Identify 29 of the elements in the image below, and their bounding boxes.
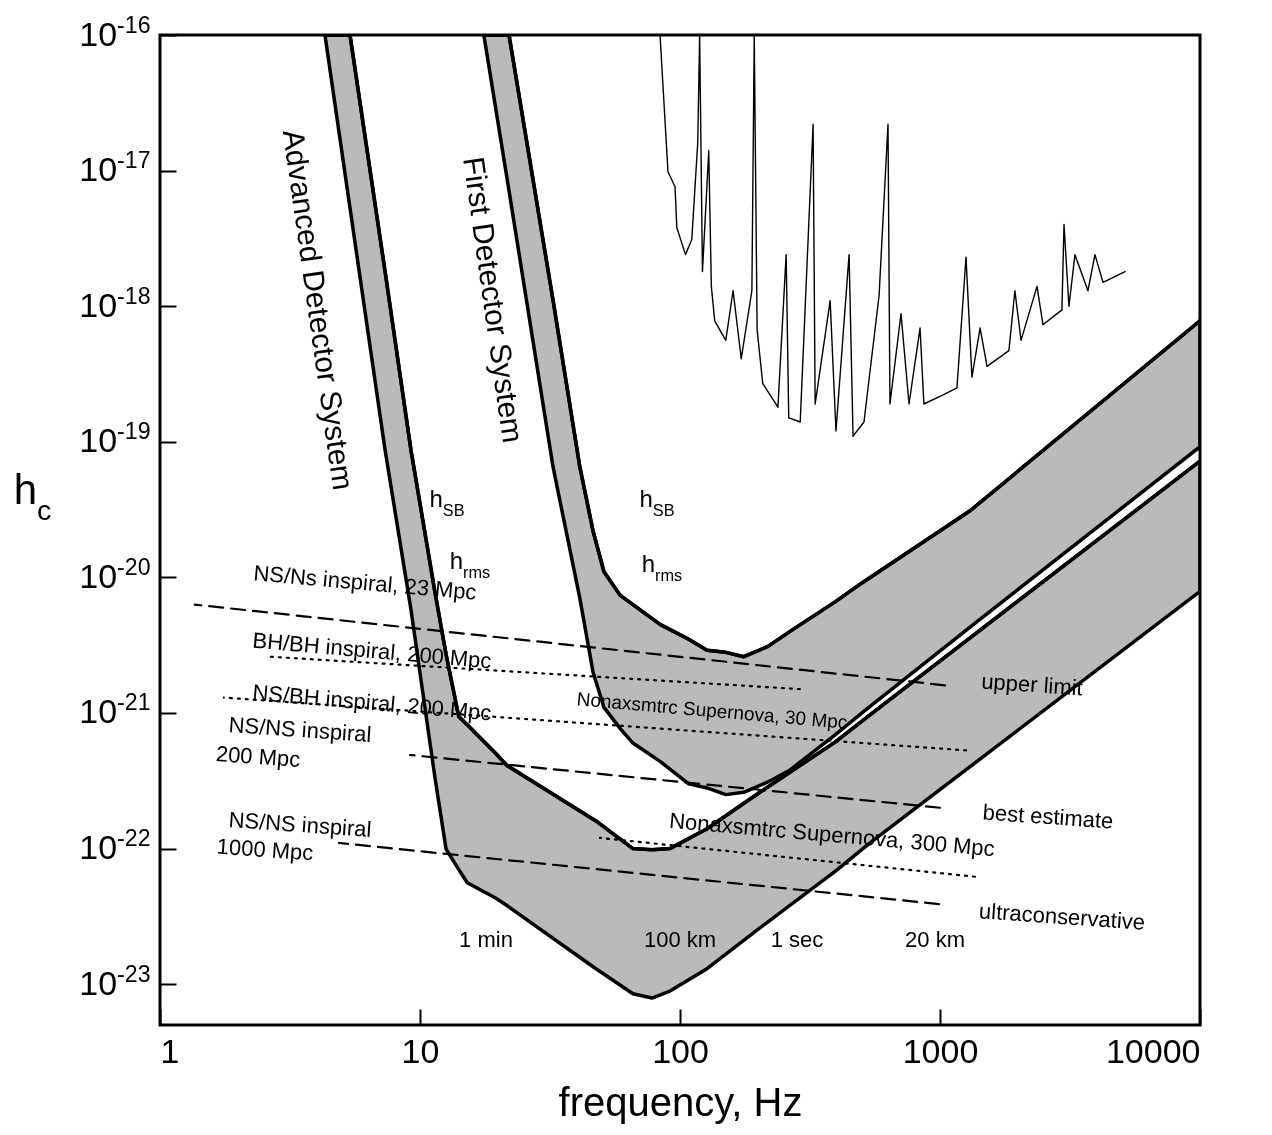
y-tick-label: 10$^{-22}$ xyxy=(79,825,151,867)
annotation: h$_{rms}$ xyxy=(641,550,683,584)
y-tick-label: 10$^{-17}$ xyxy=(79,147,151,189)
y-tick-label: 10$^{-20}$ xyxy=(79,553,151,595)
annotation: best estimate xyxy=(981,799,1115,834)
annotation: h$_{SB}$ xyxy=(429,485,465,519)
y-tick-label: 10$^{-19}$ xyxy=(79,418,151,460)
y-tick-label: 10$^{-18}$ xyxy=(79,282,151,324)
y-tick-label: 10$^{-21}$ xyxy=(79,689,151,731)
annotation: 1 min xyxy=(459,927,513,952)
x-tick-label: 1 xyxy=(160,1031,180,1070)
annotation: Nonaxsmtrc Supernova, 30 Mpc xyxy=(575,688,849,733)
annotation: h$_{SB}$ xyxy=(639,485,675,519)
x-axis-title: frequency, Hz xyxy=(558,1079,803,1124)
y-tick-label: 10$^{-16}$ xyxy=(79,11,151,53)
annotation: h$_{rms}$ xyxy=(449,547,491,581)
x-tick-label: 100 xyxy=(652,1031,709,1070)
annotation: 1 sec xyxy=(770,927,824,952)
annotation: 20 km xyxy=(905,927,965,952)
x-tick-label: 10000 xyxy=(1105,1031,1201,1070)
annotation: 100 km xyxy=(643,927,717,952)
x-tick-label: 1000 xyxy=(902,1031,979,1070)
annotation: ultraconservative xyxy=(978,898,1146,935)
y-tick-label: 10$^{-23}$ xyxy=(79,960,151,1002)
annotation: 1000 Mpc xyxy=(215,833,315,866)
annotation: Advanced Detector System xyxy=(276,127,361,493)
x-tick-label: 10 xyxy=(401,1031,440,1070)
annotation: First Detector System xyxy=(457,154,530,445)
y-axis-title: h$_{c}$ xyxy=(13,465,52,526)
